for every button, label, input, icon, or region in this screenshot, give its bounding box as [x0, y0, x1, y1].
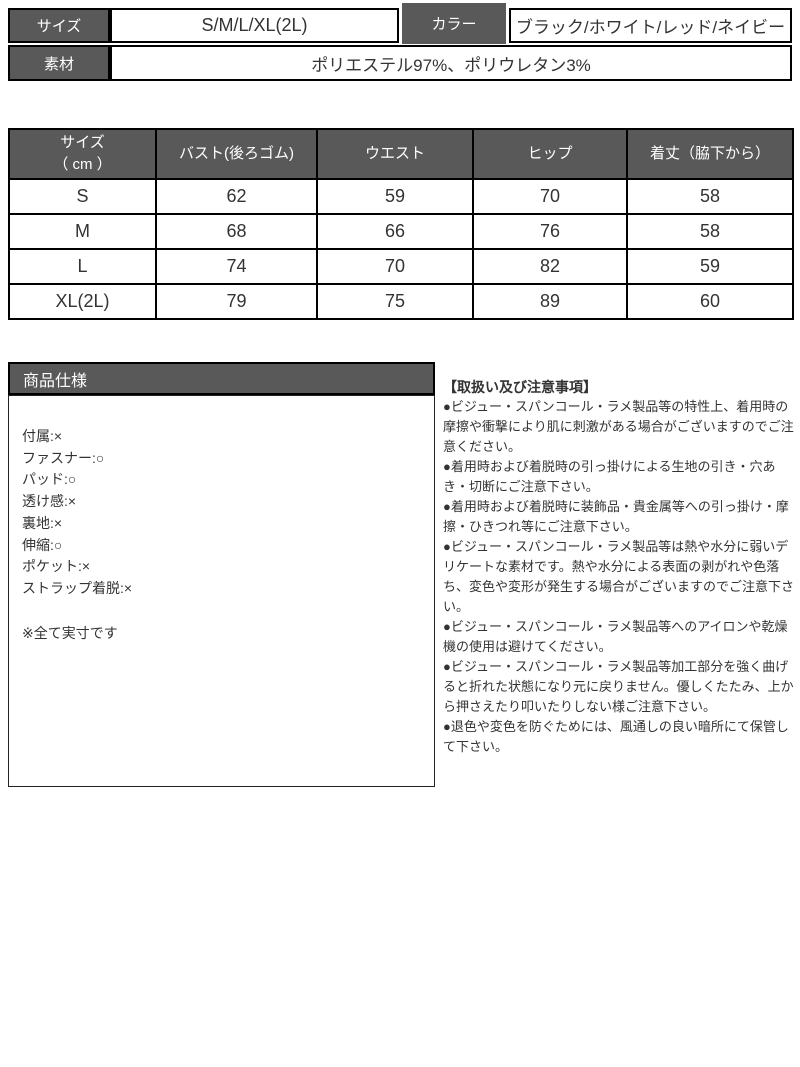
size-chart-row: L 74 70 82 59: [8, 248, 794, 285]
size-chart-length-cell: 58: [626, 178, 794, 215]
size-chart-hip-cell: 82: [472, 248, 628, 285]
size-chart-row: M 68 66 76 58: [8, 213, 794, 250]
size-chart-waist-cell: 70: [316, 248, 474, 285]
product-spec-note: ※全て実寸です: [22, 624, 118, 641]
size-chart-table: サイズ （ cm ） バスト(後ろゴム) ウエスト ヒップ 着丈（脇下から） S…: [8, 128, 794, 320]
care-notes-title: 【取扱い及び注意事項】: [443, 379, 597, 395]
material-value-cell: ポリエステル97%、ポリウレタン3%: [110, 45, 792, 81]
size-chart-size-cell: M: [8, 213, 157, 250]
material-header-cell: 素材: [8, 45, 110, 81]
care-note-paragraph: ●ビジュー・スパンコール・ラメ製品等の特性上、着用時の摩擦や衝撃により肌に刺激が…: [443, 399, 794, 454]
product-spec-panel: 付属:× ファスナー:○ パッド:○ 透け感:× 裏地:× 伸縮:○ ポケット:…: [8, 395, 435, 787]
size-chart-bust-cell: 74: [155, 248, 318, 285]
product-spec-items: 付属:× ファスナー:○ パッド:○ 透け感:× 裏地:× 伸縮:○ ポケット:…: [22, 426, 422, 600]
size-chart-row: S 62 59 70 58: [8, 178, 794, 215]
size-chart-waist-cell: 66: [316, 213, 474, 250]
size-chart-size-cell: XL(2L): [8, 283, 157, 320]
size-chart-bust-cell: 62: [155, 178, 318, 215]
size-chart-bust-cell: 79: [155, 283, 318, 320]
size-chart-waist-cell: 59: [316, 178, 474, 215]
care-notes: 【取扱い及び注意事項】 ●ビジュー・スパンコール・ラメ製品等の特性上、着用時の摩…: [443, 377, 796, 757]
size-chart-column-header: 着丈（脇下から）: [626, 128, 794, 180]
product-spec-item: パッド:○: [22, 471, 77, 488]
care-note-paragraph: ●退色や変色を防ぐためには、風通しの良い暗所にて保管して下さい。: [443, 719, 789, 754]
size-chart-length-cell: 59: [626, 248, 794, 285]
care-note-paragraph: ●ビジュー・スパンコール・ラメ製品等へのアイロンや乾燥機の使用は避けてください。: [443, 619, 788, 654]
color-header-cell: カラー: [402, 3, 506, 44]
product-spec-item: ストラップ着脱:×: [22, 579, 133, 596]
care-note-paragraph: ●着用時および着脱時に装飾品・貴金属等への引っ掛け・摩擦・ひきつれ等にご注意下さ…: [443, 499, 789, 534]
size-chart-length-cell: 58: [626, 213, 794, 250]
product-spec-item: 透け感:×: [22, 493, 77, 510]
size-chart-column-header: ウエスト: [316, 128, 474, 180]
color-value-cell: ブラック/ホワイト/レッド/ネイビー: [509, 8, 792, 43]
size-chart-length-cell: 60: [626, 283, 794, 320]
care-notes-body: ●ビジュー・スパンコール・ラメ製品等の特性上、着用時の摩擦や衝撃により肌に刺激が…: [443, 397, 796, 757]
size-chart-column-header: バスト(後ろゴム): [155, 128, 318, 180]
care-note-paragraph: ●ビジュー・スパンコール・ラメ製品等は熱や水分に弱いデリケートな素材です。熱や水…: [443, 539, 795, 614]
product-spec-item: ファスナー:○: [22, 449, 105, 466]
product-spec-item: 裏地:×: [22, 514, 63, 531]
product-spec-title: 商品仕様: [23, 372, 88, 390]
size-chart-hip-cell: 76: [472, 213, 628, 250]
product-spec-item: 伸縮:○: [22, 536, 63, 553]
size-chart-size-cell: L: [8, 248, 157, 285]
size-value-cell: S/M/L/XL(2L): [110, 8, 399, 43]
product-spec-item: ポケット:×: [22, 558, 91, 575]
size-chart-column-header: ヒップ: [472, 128, 628, 180]
care-note-paragraph: ●着用時および着脱時の引っ掛けによる生地の引き・穴あき・切断にご注意下さい。: [443, 459, 776, 494]
size-chart-header-row: サイズ （ cm ） バスト(後ろゴム) ウエスト ヒップ 着丈（脇下から）: [8, 128, 794, 180]
size-chart-bust-cell: 68: [155, 213, 318, 250]
product-spec-title-bar: 商品仕様: [8, 362, 435, 395]
size-chart-row: XL(2L) 79 75 89 60: [8, 283, 794, 320]
size-chart-hip-cell: 89: [472, 283, 628, 320]
size-chart-hip-cell: 70: [472, 178, 628, 215]
size-chart-column-header: サイズ （ cm ）: [8, 128, 157, 180]
size-chart-waist-cell: 75: [316, 283, 474, 320]
care-note-paragraph: ●ビジュー・スパンコール・ラメ製品等加工部分を強く曲げると折れた状態になり元に戻…: [443, 659, 794, 714]
size-header-cell: サイズ: [8, 8, 110, 43]
product-spec-item: 付属:×: [22, 428, 63, 444]
size-chart-size-cell: S: [8, 178, 157, 215]
